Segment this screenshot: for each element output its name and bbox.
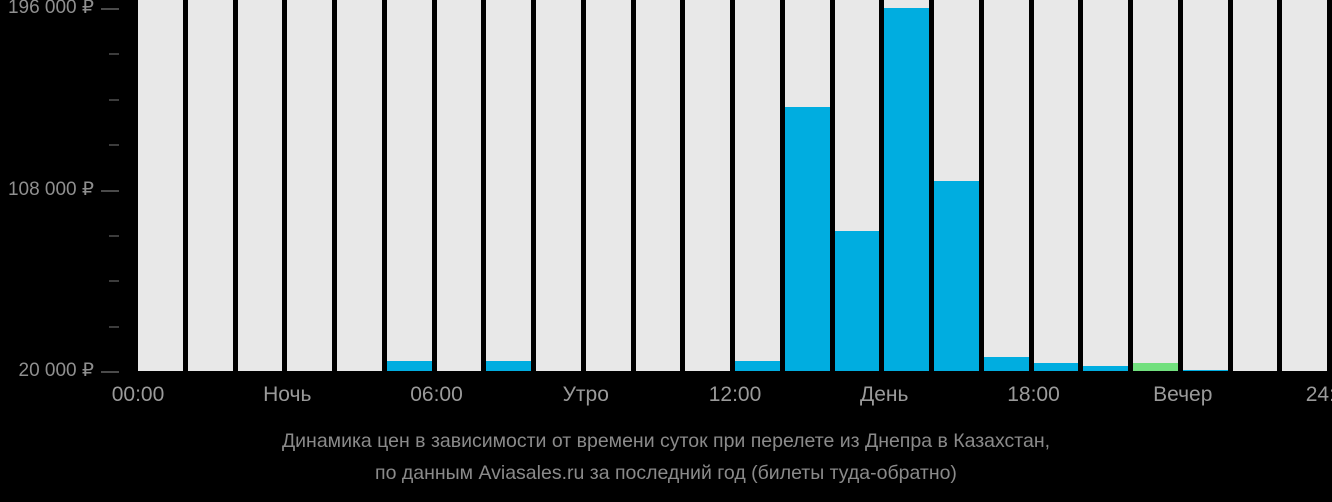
y-axis-tick-minor [109,280,119,283]
chart-column[interactable] [237,0,283,371]
chart-column[interactable] [685,0,730,371]
chart-column[interactable] [1282,0,1327,371]
chart-column[interactable] [386,0,432,371]
chart-bar[interactable] [1133,362,1178,371]
y-axis-tick-minor [109,325,119,328]
x-axis-label: 00:00 [111,383,165,406]
chart-column[interactable] [784,0,830,371]
chart-column[interactable] [635,0,681,371]
x-axis-label: Ночь [263,383,312,406]
x-axis-label: 06:00 [410,383,463,406]
x-axis-label: 12:00 [708,383,762,406]
x-axis: 00:00 Ночь 06:00 Утро 12:00 День 18:00 Вечер 24:… [0,382,1332,414]
chart-column[interactable] [1232,0,1278,371]
chart-bar[interactable] [884,8,929,371]
caption-line-2: по данным Aviasales.ru за последний год … [375,462,957,484]
chart-column[interactable] [1083,0,1128,371]
chart-column[interactable] [884,0,929,371]
y-axis-tick-major [101,371,119,373]
x-axis-label: 24:00 [1305,383,1332,406]
chart-bar[interactable] [1182,369,1228,371]
x-axis-label: День [860,383,909,406]
x-axis-label: Утро [562,383,609,406]
chart-bar[interactable] [834,230,880,371]
chart-bar[interactable] [784,107,830,371]
chart-bar[interactable] [486,360,531,371]
caption-line-1: Динамика цен в зависимости от времени су… [281,430,1051,452]
y-axis-tick-minor [109,53,119,56]
chart-column[interactable] [983,0,1029,371]
y-axis: 196 000 ₽ 108 000 ₽ 20 000 ₽ [0,0,138,380]
chart-column[interactable] [1182,0,1228,371]
chart-bar[interactable] [934,181,979,371]
y-axis-tick-major [101,8,119,10]
y-axis-tick-minor [109,98,119,101]
chart-bar[interactable] [1033,362,1079,371]
chart-bar[interactable] [983,356,1029,371]
chart-column[interactable] [187,0,233,371]
chart-column[interactable] [834,0,880,371]
x-axis-label: Вечер [1153,383,1213,406]
chart-column[interactable] [337,0,382,371]
x-axis-label: 18:00 [1007,383,1060,406]
chart-column[interactable] [536,0,581,371]
chart-column[interactable] [735,0,780,371]
chart-column[interactable] [138,0,183,371]
chart-column[interactable] [934,0,979,371]
chart-column[interactable] [585,0,631,371]
chart-column[interactable] [436,0,482,371]
y-axis-tick-minor [109,144,119,147]
plot-area [138,0,1332,371]
chart-bar[interactable] [735,360,780,371]
chart-column[interactable] [1033,0,1079,371]
chart-caption: Динамика цен в зависимости от времени су… [0,425,1332,489]
chart-bar[interactable] [386,360,432,371]
chart-column[interactable] [287,0,332,371]
y-axis-label: 108 000 ₽ [7,178,94,200]
chart-column[interactable] [1133,0,1178,371]
y-axis-tick-major [101,189,119,192]
chart-column[interactable] [486,0,531,371]
chart-bar[interactable] [1083,365,1128,371]
y-axis-label: 20 000 ₽ [18,360,94,381]
y-axis-label: 196 000 ₽ [7,0,94,18]
y-axis-tick-minor [109,234,119,237]
